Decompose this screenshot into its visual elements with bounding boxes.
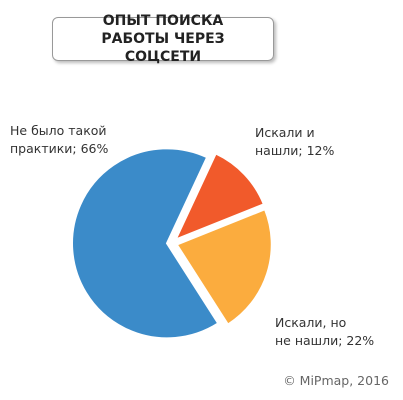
pie-slice xyxy=(173,152,266,242)
slice-label: не нашли; 22% xyxy=(275,333,374,348)
slice-label: Не было такой xyxy=(10,123,107,138)
source: © MiPmap, 2016 xyxy=(283,373,389,388)
slice-label: нашли; 12% xyxy=(255,143,334,158)
slice-label: Искали и xyxy=(255,125,315,140)
slice-label: практики; 66% xyxy=(10,141,108,156)
slice-label: Искали, но xyxy=(275,315,346,330)
pie-slice xyxy=(175,207,273,326)
pie-slice xyxy=(71,147,220,340)
